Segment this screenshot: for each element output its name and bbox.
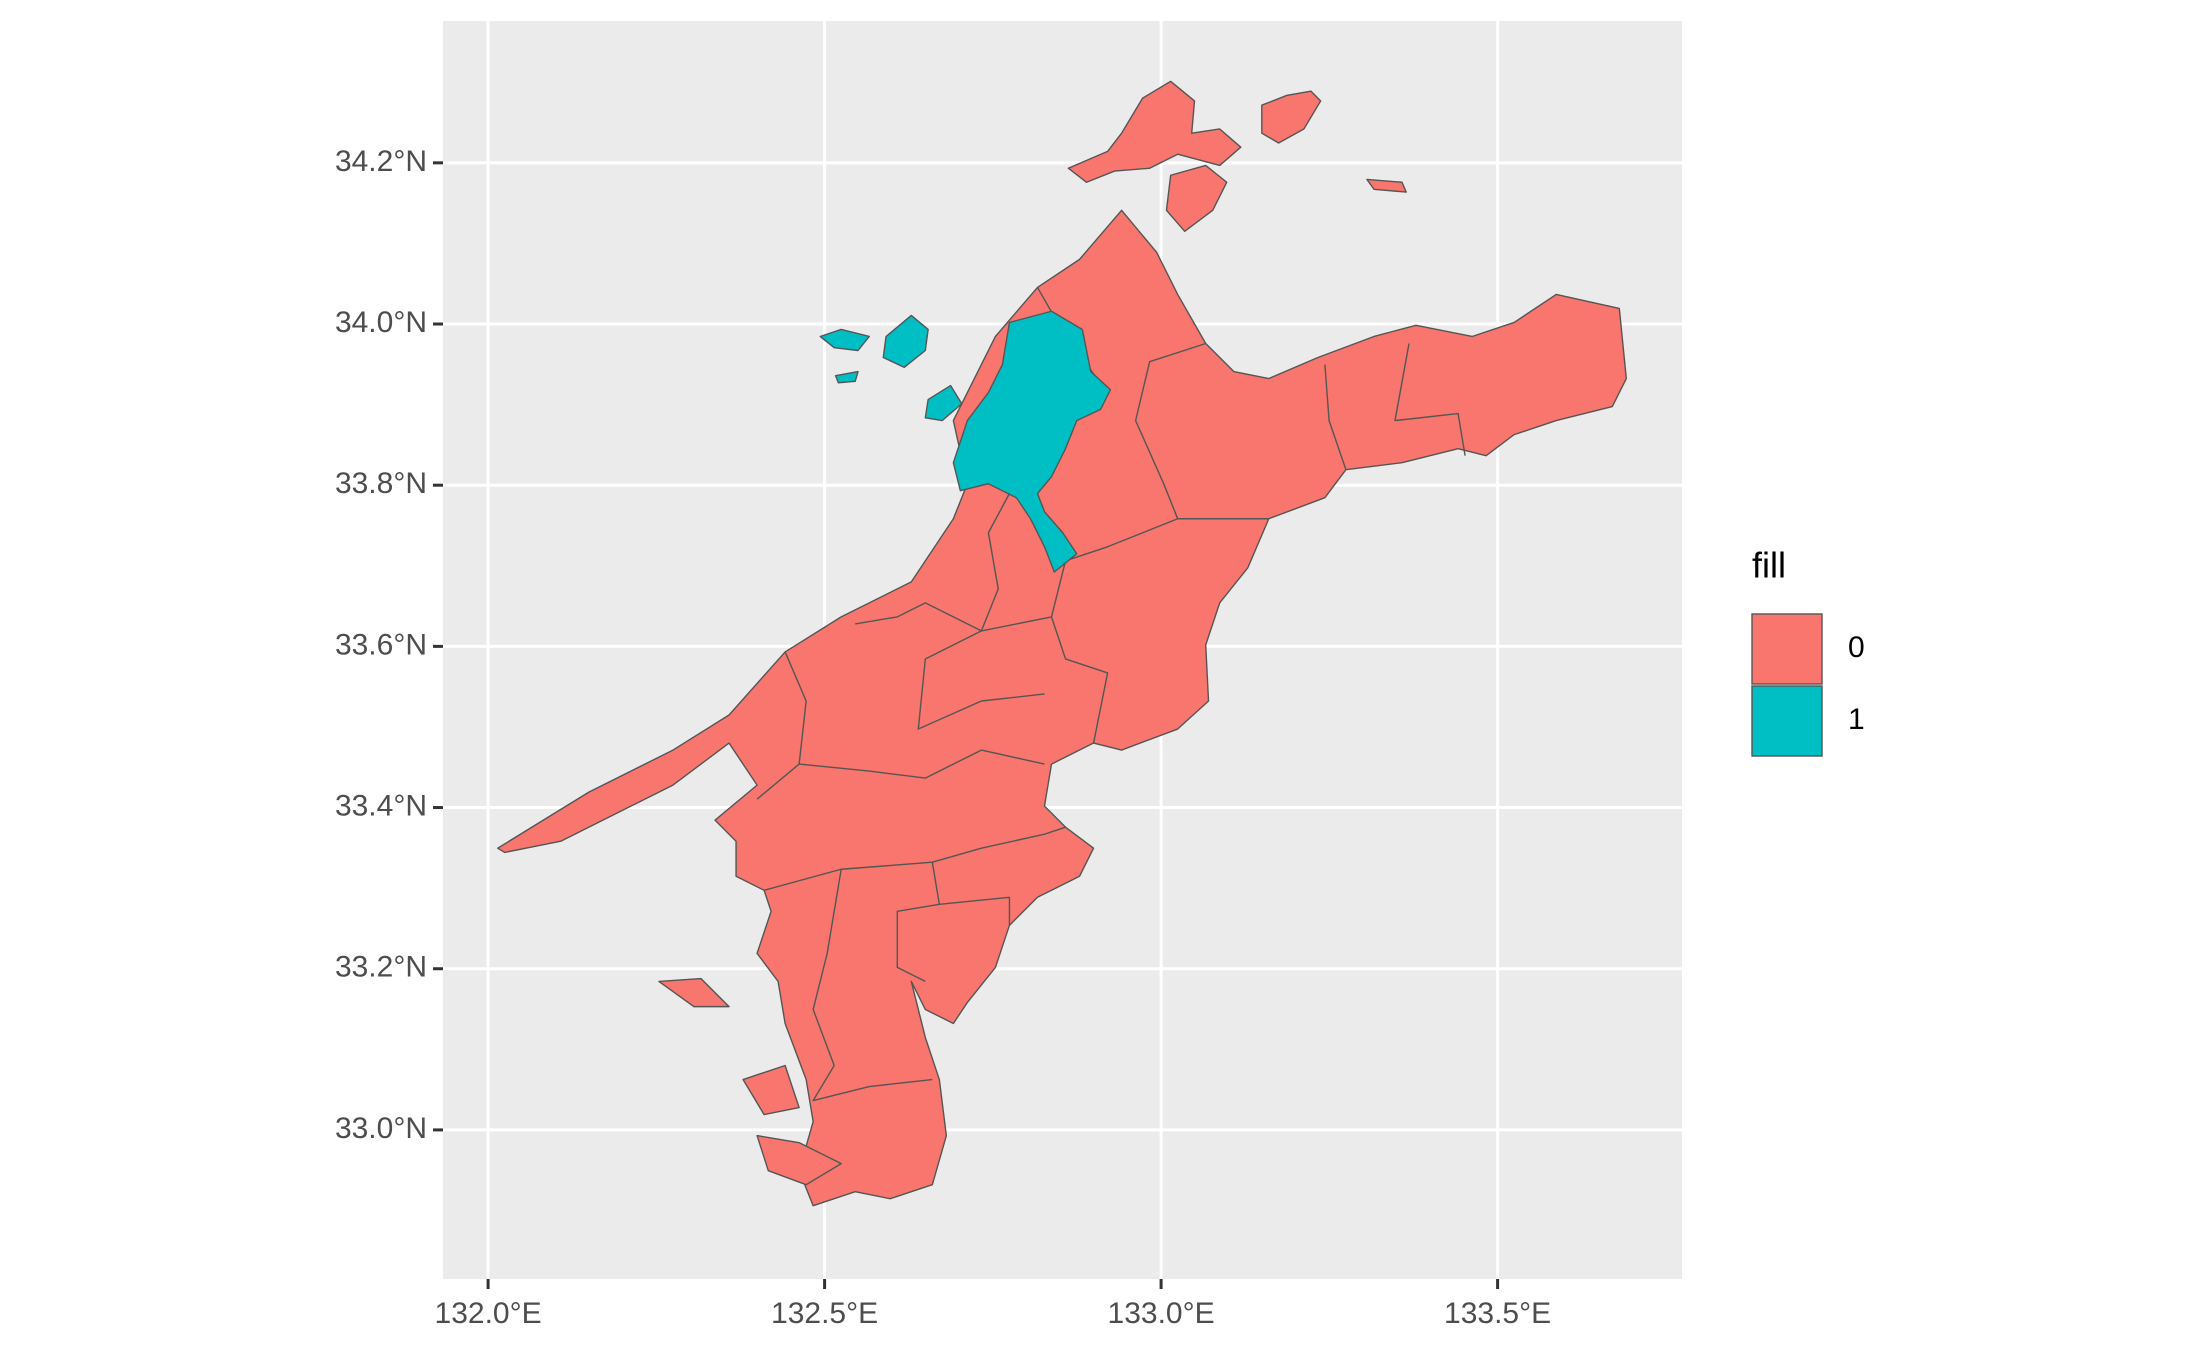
region-border — [1052, 561, 1108, 743]
region-border — [1325, 365, 1346, 470]
region — [836, 372, 858, 383]
y-tick-label: 33.4°N — [335, 789, 427, 822]
x-tick-label: 132.5°E — [771, 1297, 878, 1330]
y-tick-label: 33.0°N — [335, 1112, 427, 1145]
region — [925, 386, 961, 421]
region-border — [1066, 343, 1206, 560]
legend: fill 0 1 — [1751, 545, 1865, 757]
y-tick-label: 33.8°N — [335, 467, 427, 500]
region-border — [757, 652, 806, 799]
region — [1262, 91, 1321, 143]
y-tick-label: 33.6°N — [335, 628, 427, 661]
region — [883, 315, 928, 367]
region-border — [813, 869, 841, 1065]
legend-title: fill — [1752, 545, 1786, 586]
region-border — [1395, 343, 1465, 455]
region — [659, 979, 729, 1007]
region — [1166, 165, 1226, 231]
x-tick-label: 133.5°E — [1444, 1297, 1551, 1330]
region-border — [897, 862, 939, 981]
legend-label: 1 — [1848, 703, 1865, 736]
region — [1367, 179, 1406, 192]
y-tick-label: 33.2°N — [335, 951, 427, 984]
x-tick-label: 132.0°E — [435, 1297, 542, 1330]
region — [820, 329, 869, 350]
region-border — [813, 1066, 932, 1101]
regions — [498, 81, 1627, 1205]
region-border — [918, 617, 1051, 729]
region-border — [939, 897, 1009, 925]
region — [953, 311, 1110, 572]
region — [743, 1066, 799, 1115]
y-tick-label: 34.2°N — [335, 145, 427, 178]
region — [498, 210, 1627, 1205]
legend-label: 0 — [1848, 631, 1865, 664]
region-border — [799, 750, 1044, 778]
axes: 132.0°E 132.5°E 133.0°E 133.5°E 33.0°N 33.2°N… — [335, 145, 1551, 1330]
x-tick-label: 133.0°E — [1108, 1297, 1215, 1330]
region — [1068, 81, 1240, 182]
y-tick-label: 34.0°N — [335, 306, 427, 339]
region-border — [764, 827, 1065, 890]
region — [757, 1136, 841, 1185]
legend-key — [1751, 613, 1823, 685]
legend-key — [1751, 685, 1823, 757]
